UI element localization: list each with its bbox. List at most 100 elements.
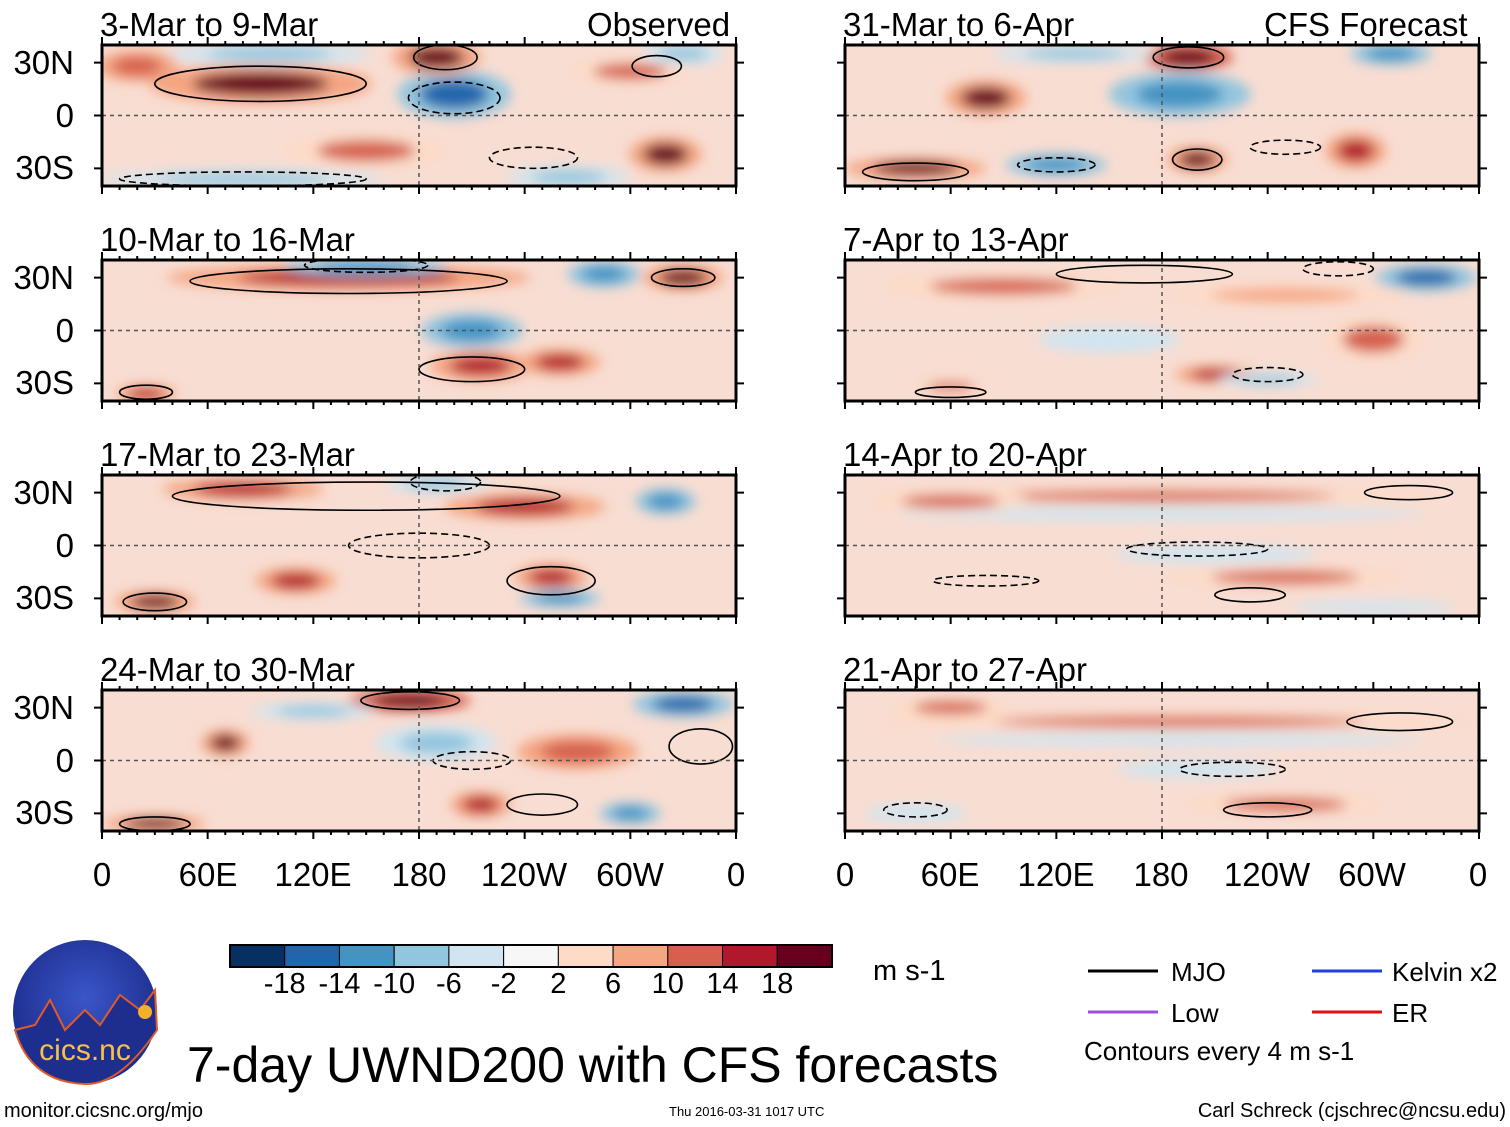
contour-positive — [650, 268, 716, 288]
author-credit: Carl Schreck (cjschrec@ncsu.edu) — [1197, 1100, 1506, 1122]
wind-anomaly-core — [1324, 603, 1423, 612]
lon-tick-label: 60E — [178, 856, 238, 893]
contour-negative — [1016, 157, 1096, 173]
colorbar-swatch — [503, 944, 559, 968]
lat-tick-label: 0 — [55, 311, 74, 349]
wind-anomaly-core — [994, 716, 1365, 728]
wind-anomaly-core — [130, 595, 180, 609]
wind-anomaly-core — [929, 278, 1078, 295]
wind-anomaly-core — [658, 269, 708, 286]
wind-anomaly-core — [405, 478, 468, 490]
colorbar-swatch — [722, 944, 778, 968]
wind-anomaly-core — [1031, 735, 1328, 744]
units-label: m s-1 — [873, 955, 946, 987]
colorbar-swatch — [776, 944, 833, 968]
contour-negative — [1249, 139, 1322, 156]
lat-tick-label: 30N — [13, 258, 74, 296]
contour-positive — [412, 45, 478, 71]
wind-anomaly-core — [373, 693, 448, 708]
contour-positive — [1214, 586, 1287, 603]
colorbar-tick-label: -14 — [318, 968, 361, 1000]
wind-anomaly-core — [1236, 375, 1299, 384]
wind-anomaly-core — [462, 796, 500, 813]
lat-tick-label: 30N — [13, 688, 74, 726]
wind-anomaly-core — [540, 741, 615, 763]
panel-title: 10-Mar to 16-Mar — [100, 221, 355, 258]
wind-anomaly-core — [1066, 331, 1153, 348]
lon-tick-label: 120W — [480, 856, 568, 893]
contour-positive — [1171, 148, 1223, 171]
contour-positive — [189, 268, 508, 295]
wind-anomaly-core — [449, 356, 512, 376]
legend-label-kelvin: Kelvin x2 — [1392, 957, 1498, 987]
wind-anomaly-core — [1147, 764, 1247, 775]
colorbar — [229, 944, 833, 968]
wind-anomaly-core — [658, 47, 708, 61]
panel-title: 21-Apr to 27-Apr — [843, 651, 1087, 688]
wind-anomaly-core — [1211, 288, 1360, 302]
colorbar-tick-label: -18 — [263, 968, 306, 1000]
lat-tick-label: 30N — [13, 473, 74, 511]
wind-anomaly-core — [409, 46, 464, 68]
colorbar-swatch — [284, 944, 340, 968]
contour-note: Contours every 4 m s-1 — [1084, 1036, 1355, 1066]
contour-positive — [631, 54, 683, 78]
map-panel — [94, 252, 744, 409]
colorbar-swatch — [338, 944, 395, 968]
logo: cics.nc — [13, 940, 159, 1086]
wind-anomaly-core — [399, 732, 474, 754]
colorbar-swatch — [229, 944, 286, 968]
wind-anomaly-core — [961, 87, 1011, 109]
lat-tick-label: 0 — [55, 741, 74, 779]
map-panel — [94, 467, 744, 624]
contour-positive — [122, 592, 188, 612]
contour-positive — [1152, 45, 1225, 69]
wind-anomaly-core — [475, 498, 574, 515]
panel-title: 31-Mar to 6-Apr — [843, 6, 1075, 43]
observed-label: Observed — [587, 6, 731, 43]
map-panel — [837, 37, 1487, 194]
colorbar-swatch — [393, 944, 450, 968]
lon-tick-label: 60W — [596, 856, 664, 893]
wind-anomaly-core — [1153, 549, 1277, 560]
contour-positive — [360, 690, 461, 711]
wind-anomaly-core — [1161, 49, 1216, 66]
panel-title: 24-Mar to 30-Mar — [100, 651, 355, 688]
contour-positive — [1222, 801, 1313, 818]
contour-positive — [668, 727, 734, 765]
contour-negative — [1231, 366, 1304, 383]
wind-anomaly-core — [1024, 48, 1124, 60]
contour-negative — [932, 574, 1040, 587]
wind-anomaly-core — [419, 79, 489, 109]
lon-tick-label: 60W — [1338, 856, 1406, 893]
wind-anomaly-core — [271, 572, 321, 589]
lat-tick-label: 30S — [15, 794, 74, 832]
wind-anomaly-core — [535, 354, 585, 371]
colorbar-tick-label: 2 — [550, 968, 567, 1000]
wind-anomaly-core — [913, 701, 988, 715]
panel-title: 17-Mar to 23-Mar — [100, 436, 355, 473]
wind-anomaly-core — [210, 734, 241, 751]
legend-label-er: ER — [1392, 998, 1429, 1028]
lat-tick-label: 0 — [55, 526, 74, 564]
contour-negative — [882, 801, 948, 818]
contour-positive — [914, 386, 987, 399]
wind-anomaly-core — [1337, 140, 1375, 162]
colorbar-swatch — [448, 944, 505, 968]
contour-positive — [118, 816, 191, 831]
contour-positive — [418, 356, 526, 383]
lon-tick-label: 120W — [1223, 856, 1311, 893]
contour-positive — [154, 65, 367, 103]
forecast-label: CFS Forecast — [1264, 6, 1468, 43]
contour-negative — [1125, 541, 1269, 557]
wind-anomaly-core — [1342, 326, 1405, 353]
website-link[interactable]: monitor.cicsnc.org/mjo — [4, 1100, 203, 1122]
wind-anomaly-core — [1211, 570, 1360, 584]
colorbar-tick-label: -6 — [436, 968, 462, 1000]
contour-negative — [1302, 260, 1375, 277]
legend-label-mjo: MJO — [1171, 957, 1226, 987]
contour-positive — [118, 384, 174, 401]
lon-tick-label: 0 — [726, 856, 746, 893]
legend-label-low: Low — [1171, 998, 1219, 1028]
colorbar-tick-label: 10 — [651, 968, 684, 1000]
